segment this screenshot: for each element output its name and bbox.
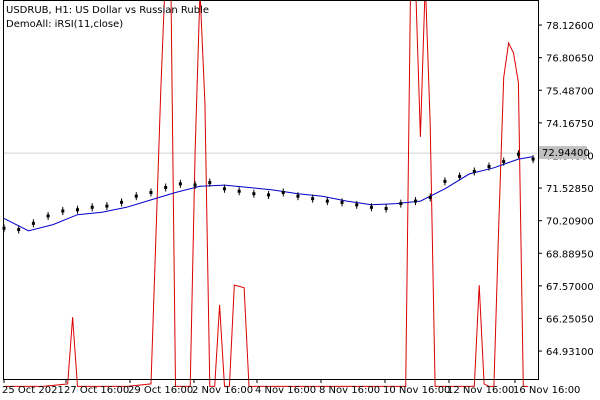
current-price-marker: 72.94400: [539, 146, 590, 160]
price-bar-body: [355, 203, 359, 207]
x-tick-label: 27 Oct 16:00: [64, 385, 129, 396]
price-bar-body: [164, 186, 168, 190]
y-tick-label: 66.25050: [546, 314, 594, 325]
price-bar-body: [531, 157, 535, 161]
price-bars-series: [2, 150, 535, 234]
price-bar-body: [369, 205, 373, 209]
x-tick-label: 16 Nov 16:00: [513, 385, 580, 396]
y-tick-label: 71.52850: [546, 184, 594, 195]
x-tick-label: 2 Nov 16:00: [192, 385, 253, 396]
price-bar-body: [487, 165, 491, 169]
chart-symbol-title: USDRUB, H1: US Dollar vs Russian Ruble: [6, 5, 209, 16]
price-bar-body: [105, 204, 109, 208]
price-bar-body: [296, 194, 300, 198]
price-bar-body: [75, 208, 79, 212]
price-bar-body: [458, 174, 462, 178]
price-bar-body: [428, 195, 432, 199]
price-bar-body: [134, 194, 138, 198]
price-bar-body: [193, 183, 197, 187]
x-tick-label: 8 Nov 16:00: [319, 385, 380, 396]
price-bar-body: [46, 214, 50, 218]
price-bar-body: [472, 169, 476, 173]
price-bar-body: [414, 199, 418, 203]
price-bar-body: [443, 179, 447, 183]
price-bar-body: [90, 205, 94, 209]
indicator-title: DemoAll: iRSI(11,close): [6, 19, 123, 30]
price-bar-body: [502, 160, 506, 164]
price-bar-body: [208, 181, 212, 185]
x-tick-label: 12 Nov 16:00: [447, 385, 514, 396]
x-tick-label: 29 Oct 16:00: [128, 385, 193, 396]
price-bar-body: [222, 187, 226, 191]
current-price-box: [539, 146, 587, 160]
x-tick-label: 25 Oct 2021: [2, 385, 64, 396]
price-bar-body: [31, 221, 35, 225]
price-bar-body: [61, 209, 65, 213]
moving-average-series: [3, 156, 534, 232]
price-bar-body: [384, 207, 388, 211]
y-tick-label: 78.12600: [546, 21, 594, 32]
price-bar-body: [178, 182, 182, 186]
price-bar-body: [120, 200, 124, 204]
y-tick-label: 74.16750: [546, 119, 594, 130]
y-tick-label: 75.48700: [546, 86, 594, 97]
price-bar-body: [340, 200, 344, 204]
x-tick-label: 10 Nov 16:00: [383, 385, 450, 396]
plot-frame: [3, 0, 539, 380]
price-bar-body: [237, 189, 241, 193]
rsi-line: [4, 0, 529, 387]
moving-average-line: [3, 156, 534, 232]
x-tick-label: 4 Nov 16:00: [255, 385, 316, 396]
price-bar-body: [252, 192, 256, 196]
price-bar-body: [281, 190, 285, 194]
y-tick-label: 70.20900: [546, 217, 594, 228]
price-bar-body: [267, 193, 271, 197]
price-bar-body: [325, 199, 329, 203]
rsi-series: [4, 0, 529, 387]
y-tick-label: 67.57000: [546, 282, 594, 293]
price-bar-body: [311, 197, 315, 201]
y-tick-label: 76.80650: [546, 54, 594, 65]
price-bar-body: [516, 152, 520, 156]
y-tick-label: 68.88950: [546, 249, 594, 260]
current-price-label: 72.94400: [542, 148, 590, 159]
y-tick-label: 64.93100: [546, 347, 594, 358]
price-bar-body: [149, 190, 153, 194]
price-bar-body: [399, 202, 403, 206]
price-bar-body: [17, 228, 21, 232]
